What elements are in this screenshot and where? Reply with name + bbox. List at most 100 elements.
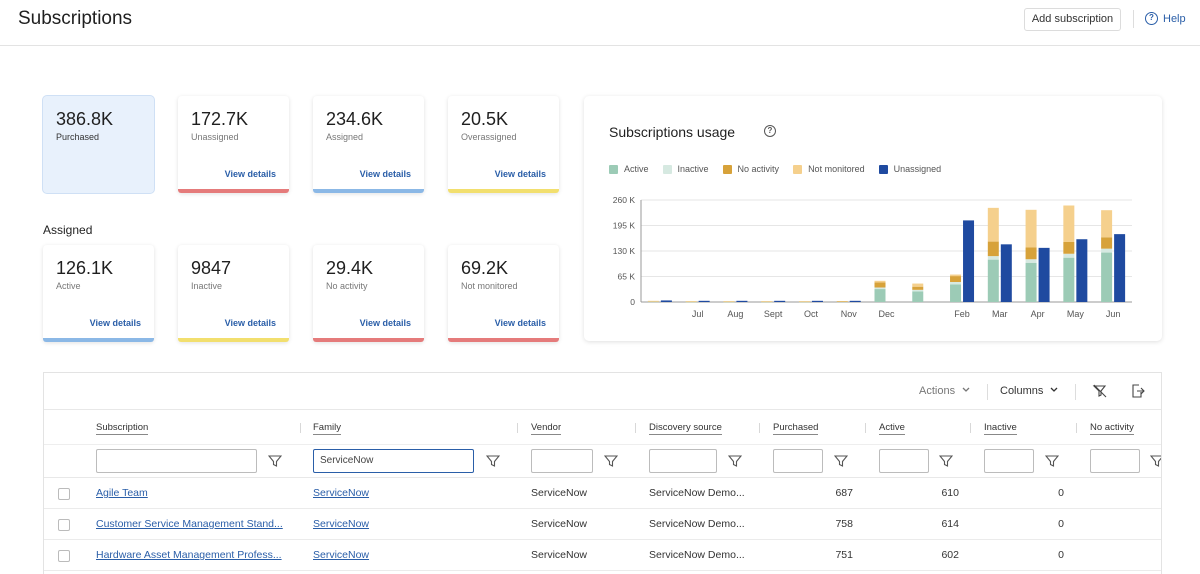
column-divider[interactable] — [1076, 423, 1077, 433]
family-link[interactable]: ServiceNow — [313, 549, 370, 561]
bar-inactive — [1063, 253, 1075, 258]
card-purchased[interactable]: 386.8K Purchased — [43, 96, 154, 193]
bar-not-monitored — [1063, 205, 1075, 242]
divider — [987, 384, 988, 400]
bar-no-activity — [874, 282, 886, 288]
clear-filter-icon[interactable] — [1092, 383, 1108, 399]
card-label: Assigned — [326, 132, 364, 142]
discovery-source-cell: ServiceNow Demo... — [649, 518, 745, 530]
card-inactive: 9847 Inactive View details — [178, 245, 289, 342]
card-label: No activity — [326, 281, 368, 291]
legend-item-no-activity[interactable]: No activity — [722, 164, 779, 174]
x-tick-label: May — [1067, 309, 1085, 319]
family-link[interactable]: ServiceNow — [313, 487, 370, 499]
column-header-vendor[interactable]: Vendor — [531, 422, 562, 435]
bar-not-monitored — [950, 274, 962, 277]
x-tick-label: Jul — [692, 309, 704, 319]
question-icon[interactable]: ? — [764, 125, 776, 137]
column-divider[interactable] — [759, 423, 760, 433]
subscription-filter-input[interactable] — [96, 449, 257, 473]
subscription-link[interactable]: Customer Service Management Stand... — [96, 518, 283, 530]
card-accent-bar — [178, 189, 289, 193]
view-details-link[interactable]: View details — [224, 318, 276, 328]
no-activity-filter-input[interactable] — [1090, 449, 1140, 473]
filter-icon[interactable] — [604, 454, 618, 468]
column-divider[interactable] — [970, 423, 971, 433]
view-details-link[interactable]: View details — [359, 318, 411, 328]
actions-menu[interactable]: Actions — [919, 385, 971, 397]
help-label: Help — [1163, 12, 1186, 25]
filter-icon[interactable] — [834, 454, 848, 468]
chart-title: Subscriptions usage — [609, 124, 736, 140]
card-accent-bar — [448, 338, 559, 342]
filter-icon[interactable] — [1045, 454, 1059, 468]
bar-inactive — [912, 289, 924, 292]
legend-item-active[interactable]: Active — [609, 164, 649, 174]
bar-no-activity — [1025, 247, 1037, 260]
add-subscription-button[interactable]: Add subscription — [1024, 8, 1121, 31]
bar-unassigned — [1038, 247, 1050, 302]
family-link[interactable]: ServiceNow — [313, 518, 370, 530]
view-details-link[interactable]: View details — [89, 318, 141, 328]
column-header-discovery-source[interactable]: Discovery source — [649, 422, 722, 435]
bar-not-monitored — [1101, 210, 1113, 238]
inactive-cell: 0 — [1058, 518, 1064, 530]
column-header-purchased[interactable]: Purchased — [773, 422, 819, 435]
bar-no-activity — [950, 276, 962, 282]
column-header-active[interactable]: Active — [879, 422, 905, 435]
columns-menu[interactable]: Columns — [1000, 385, 1059, 397]
legend-item-unassigned[interactable]: Unassigned — [878, 164, 941, 174]
family-filter-input[interactable]: ServiceNow — [313, 449, 474, 473]
active-filter-input[interactable] — [879, 449, 929, 473]
bar-unassigned — [963, 220, 975, 302]
legend-item-inactive[interactable]: Inactive — [662, 164, 709, 174]
card-unassigned: 172.7K Unassigned View details — [178, 96, 289, 193]
column-divider[interactable] — [865, 423, 866, 433]
subscription-link[interactable]: Agile Team — [96, 487, 148, 499]
filter-icon[interactable] — [1150, 454, 1162, 468]
card-value: 234.6K — [326, 109, 384, 129]
view-details-link[interactable]: View details — [494, 169, 546, 179]
column-header-family[interactable]: Family — [313, 422, 341, 435]
table-row[interactable]: Hardware Asset Management Profess... Ser… — [44, 540, 1161, 571]
y-tick-label: 130 K — [613, 246, 636, 256]
bar-not-monitored — [912, 283, 924, 287]
card-value: 172.7K — [191, 109, 249, 129]
filter-icon[interactable] — [728, 454, 742, 468]
view-details-link[interactable]: View details — [359, 169, 411, 179]
filter-icon[interactable] — [486, 454, 500, 468]
card-not-monitored: 69.2K Not monitored View details — [448, 245, 559, 342]
table-row[interactable]: Customer Service Management Stand... Ser… — [44, 509, 1161, 540]
column-header-subscription[interactable]: Subscription — [96, 422, 149, 435]
subscription-link[interactable]: Hardware Asset Management Profess... — [96, 549, 282, 561]
row-checkbox[interactable] — [58, 488, 70, 500]
bar-unassigned — [774, 300, 786, 302]
view-details-link[interactable]: View details — [224, 169, 276, 179]
filter-icon[interactable] — [268, 454, 282, 468]
help-link[interactable]: ? Help — [1145, 12, 1186, 25]
view-details-link[interactable]: View details — [494, 318, 546, 328]
inactive-filter-input[interactable] — [984, 449, 1034, 473]
vendor-filter-input[interactable] — [531, 449, 593, 473]
row-checkbox[interactable] — [58, 519, 70, 531]
column-divider[interactable] — [300, 423, 301, 433]
card-accent-bar — [313, 189, 424, 193]
row-checkbox[interactable] — [58, 550, 70, 562]
bar-inactive — [874, 287, 886, 290]
table-row[interactable]: Agile Team ServiceNow ServiceNow Service… — [44, 478, 1161, 509]
purchased-filter-input[interactable] — [773, 449, 823, 473]
bar-active — [1063, 257, 1075, 302]
filter-icon[interactable] — [939, 454, 953, 468]
column-header-no-activity[interactable]: No activity — [1090, 422, 1134, 435]
table-header-row: Subscription Family Vendor Discovery sou… — [44, 410, 1161, 444]
column-header-inactive[interactable]: Inactive — [984, 422, 1017, 435]
column-divider[interactable] — [635, 423, 636, 433]
export-icon[interactable] — [1129, 383, 1145, 399]
active-cell: 602 — [941, 549, 959, 561]
bar-active — [1025, 262, 1037, 302]
legend-item-not-monitored[interactable]: Not monitored — [793, 164, 865, 174]
table-toolbar: Actions Columns — [44, 373, 1161, 410]
discovery-source-filter-input[interactable] — [649, 449, 717, 473]
bar-inactive — [1025, 259, 1037, 263]
column-divider[interactable] — [517, 423, 518, 433]
